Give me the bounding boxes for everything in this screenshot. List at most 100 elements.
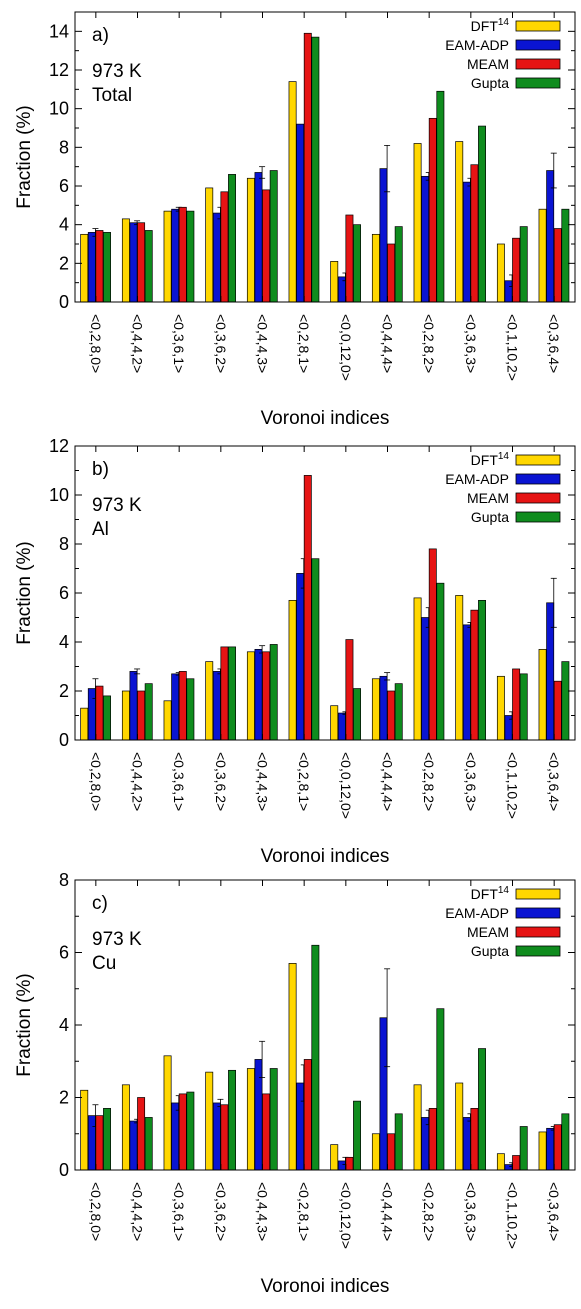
bar-dft-2 [163,1055,172,1171]
legend-swatch-meam [515,492,561,504]
bar-meam-11 [553,680,562,741]
legend-swatch-gupta [515,945,561,957]
bar-meam-3 [220,646,229,741]
panel-annotation: 973 K [92,61,142,82]
panel-annotation: 973 K [92,495,142,516]
bar-eam-adp-7 [379,675,388,741]
bar-dft-11 [538,1131,547,1171]
bar-meam-3 [220,191,229,303]
bar-eam-adp-2 [171,673,180,741]
x-tick-label: <0,3,6,3> [463,1182,479,1241]
legend-label-eam-adp: EAM-ADP [445,905,509,921]
bar-dft-8 [413,1084,422,1171]
bar-meam-6 [345,1156,354,1171]
bar-dft-4 [246,177,255,303]
y-axis-label: Fraction (%) [14,973,35,1076]
bar-dft-10 [496,1153,505,1171]
legend-label-meam: MEAM [467,924,509,940]
x-tick-label: <0,4,4,2> [130,314,146,373]
x-tick-label: <0,4,4,2> [130,752,146,811]
bar-dft-6 [330,1144,339,1171]
bar-meam-4 [262,189,271,303]
bar-dft-7 [371,1133,380,1171]
bar-meam-3 [220,1104,229,1171]
bar-eam-adp-10 [504,1164,513,1171]
x-tick-label: <0,4,4,4> [380,314,396,373]
chart-panel-3: 0 2 4 6 8 <0,2,8,0> <0,4,4,2> <0,3,6,1> <0,3,6,2… [14,870,576,1297]
bar-dft-3 [205,1071,214,1171]
bar-dft-8 [413,597,422,741]
bar-meam-6 [345,639,354,741]
x-tick-label: <0,3,6,2> [213,1182,229,1241]
x-tick-label: <0,2,8,1> [296,752,312,811]
bar-dft-4 [246,651,255,741]
legend-swatch-meam [515,926,561,938]
bar-gupta-5 [311,558,320,741]
bar-dft-9 [455,1082,464,1171]
x-tick-label: <0,2,8,1> [296,314,312,373]
bar-dft-6 [330,705,339,741]
bar-dft-5 [288,599,297,741]
x-tick-label: <0,3,6,1> [171,752,187,811]
x-tick-label: <0,2,8,1> [296,1182,312,1241]
x-tick-label: <0,3,6,1> [171,314,187,373]
bar-eam-adp-4 [254,1059,263,1171]
bar-meam-11 [553,228,562,303]
bar-dft-10 [496,675,505,741]
legend-swatch-dft [515,20,561,32]
bar-meam-7 [387,690,396,741]
bar-eam-adp-10 [504,280,513,303]
bar-meam-5 [303,32,312,303]
x-tick-label: <0,0,12,0> [338,752,354,819]
bar-eam-adp-0 [87,688,96,741]
y-tick-label: 2 [59,1088,69,1108]
bar-gupta-5 [311,944,320,1171]
bar-dft-8 [413,143,422,303]
y-tick-label: 0 [59,292,69,312]
bar-eam-adp-5 [296,1082,305,1171]
bar-gupta-2 [186,1091,195,1171]
bar-meam-1 [137,222,146,303]
bar-dft-5 [288,81,297,303]
bar-dft-1 [121,218,130,303]
legend-label-eam-adp: EAM-ADP [445,37,509,53]
y-tick-label: 0 [59,1160,69,1180]
x-tick-label: <0,3,6,3> [463,314,479,373]
x-tick-label: <0,4,4,4> [380,752,396,811]
legend-label-eam-adp: EAM-ADP [445,471,509,487]
bar-meam-0 [95,1115,104,1171]
bar-meam-7 [387,1133,396,1171]
bar-eam-adp-11 [546,602,555,741]
panel-label: b) [92,459,109,480]
x-tick-label: <0,3,6,1> [171,1182,187,1241]
x-tick-label: <0,4,4,3> [255,752,271,811]
bar-dft-1 [121,1084,130,1171]
bar-gupta-4 [269,644,278,741]
bar-eam-adp-1 [129,671,138,741]
bar-eam-adp-4 [254,172,263,303]
y-tick-label: 12 [49,436,69,456]
bar-gupta-3 [228,646,236,741]
bar-meam-5 [303,1059,312,1171]
bar-meam-9 [470,164,479,303]
y-tick-label: 8 [59,137,69,157]
bar-eam-adp-1 [129,1120,138,1171]
legend-swatch-meam [515,58,561,70]
bar-dft-3 [205,661,214,741]
panel-annotation: Total [92,85,132,106]
x-axis-label: Voronoi indices [261,846,390,867]
panel-annotation: Cu [92,953,116,974]
y-tick-label: 8 [59,534,69,554]
bar-eam-adp-7 [379,1017,388,1171]
bar-dft-10 [496,243,505,303]
bar-meam-9 [470,609,479,741]
panel-annotation: Al [92,519,109,540]
bar-dft-0 [80,707,89,741]
bar-dft-4 [246,1068,255,1171]
bar-gupta-4 [269,170,278,303]
bar-eam-adp-3 [212,1102,221,1171]
legend-label-dft: DFT14 [471,451,510,468]
x-tick-label: <0,3,6,2> [213,752,229,811]
bar-gupta-11 [561,208,570,303]
